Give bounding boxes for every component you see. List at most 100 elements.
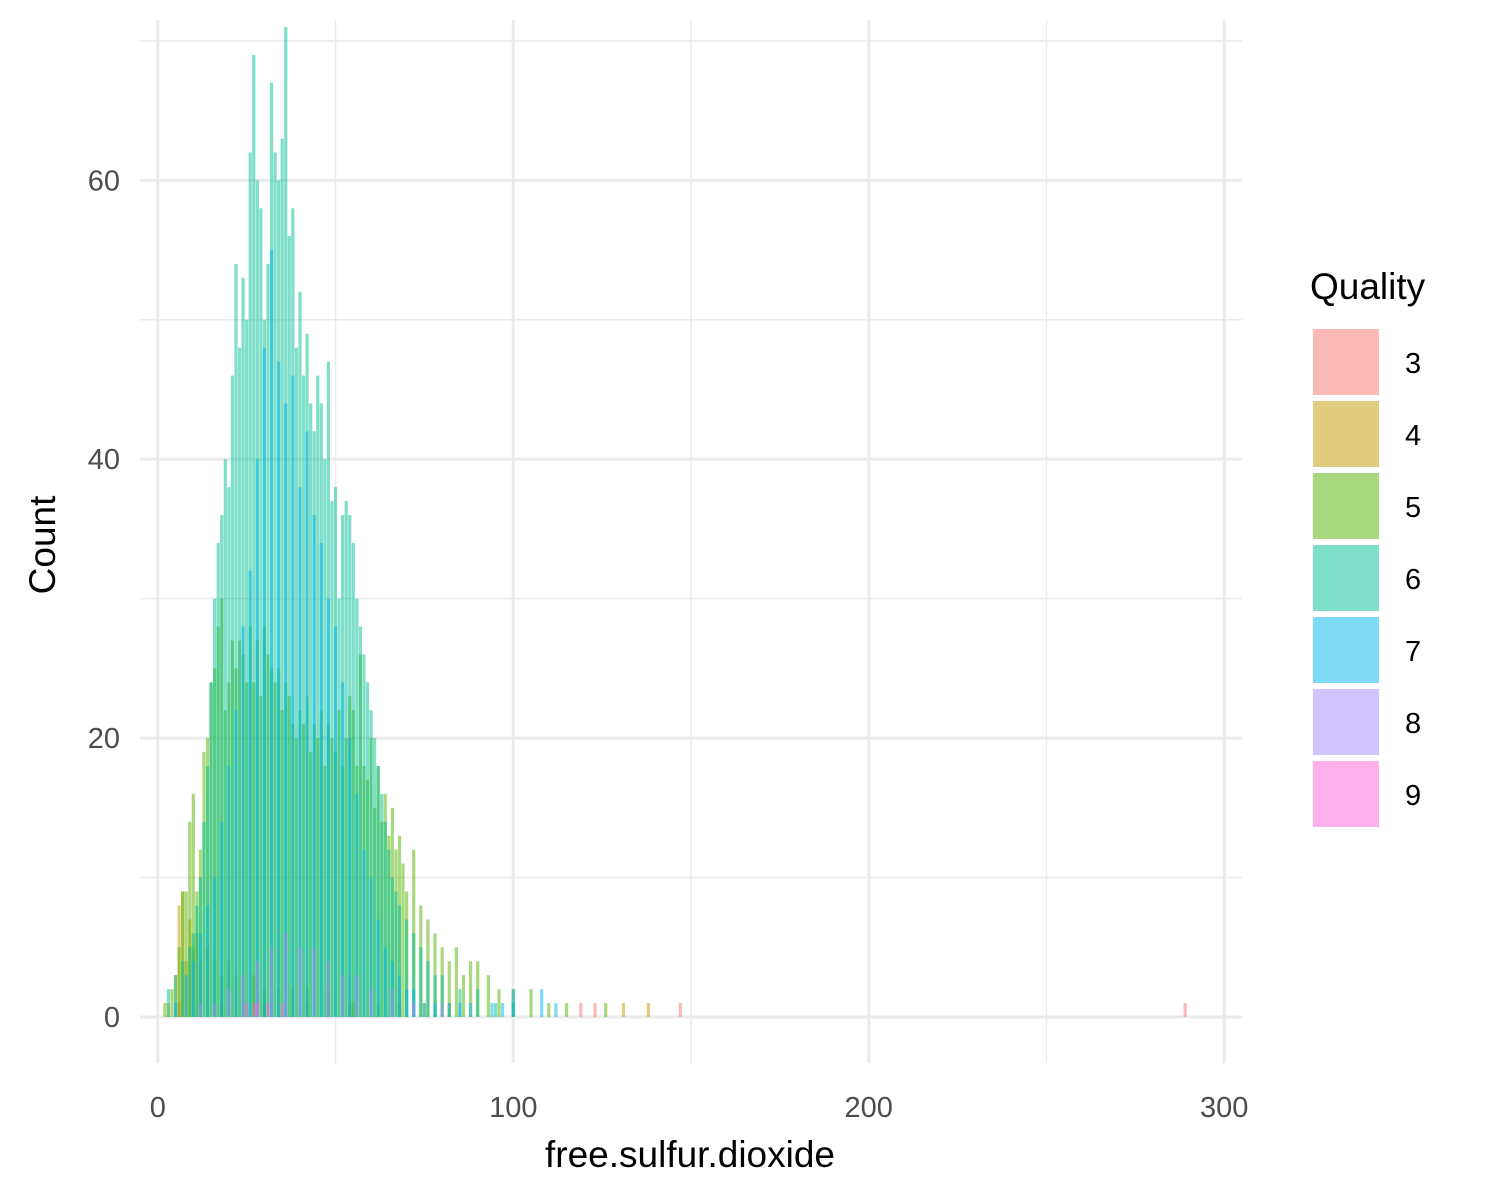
- bar-quality-7: [397, 975, 402, 1017]
- bar-quality-7: [405, 989, 409, 1017]
- bar-quality-5: [469, 961, 473, 1017]
- y-tick-label: 0: [104, 1002, 120, 1034]
- bar-quality-6: [166, 989, 171, 1017]
- bar-quality-8: [213, 1003, 217, 1017]
- bar-quality-9: [266, 1003, 270, 1017]
- bar-quality-5: [497, 989, 501, 1017]
- bar-quality-7: [284, 403, 288, 1017]
- bar-quality-5: [447, 961, 451, 1017]
- bar-quality-7: [490, 1003, 494, 1017]
- bar-quality-9: [252, 1003, 256, 1017]
- bar-quality-6: [412, 933, 416, 1017]
- bar-quality-8: [255, 961, 259, 1017]
- bar-quality-8: [298, 947, 302, 1017]
- bar-quality-5: [529, 989, 533, 1017]
- bar-quality-6: [380, 793, 384, 1017]
- bar-quality-8: [241, 975, 245, 1017]
- bar-quality-7: [198, 933, 203, 1017]
- bar-quality-6: [440, 975, 444, 1017]
- bar-quality-5: [188, 821, 192, 1017]
- bar-quality-6: [309, 403, 313, 1017]
- bar-quality-6: [195, 905, 199, 1017]
- bar-quality-6: [227, 487, 231, 1017]
- bar-quality-5: [604, 1003, 608, 1017]
- bar-quality-6: [330, 501, 334, 1017]
- x-tick-label: 200: [845, 1092, 893, 1124]
- bar-quality-6: [237, 347, 242, 1017]
- bar-quality-7: [213, 877, 217, 1017]
- bar-quality-7: [205, 905, 210, 1017]
- bar-quality-7: [305, 431, 309, 1017]
- bar-quality-6: [419, 947, 423, 1017]
- bar-quality-6: [362, 654, 366, 1017]
- bar-quality-6: [316, 375, 320, 1017]
- bar-quality-6: [188, 947, 192, 1017]
- bar-quality-7: [269, 250, 274, 1017]
- bar-quality-8: [312, 947, 316, 1017]
- bar-quality-6: [476, 989, 480, 1017]
- bar-quality-6: [230, 375, 235, 1017]
- bar-quality-6: [245, 319, 249, 1017]
- bar-quality-8: [326, 961, 331, 1017]
- bar-quality-7: [341, 682, 345, 1017]
- legend-swatch-8: [1313, 689, 1379, 755]
- bar-quality-7: [173, 1003, 178, 1017]
- bar-quality-6: [358, 626, 362, 1017]
- bar-quality-6: [351, 542, 355, 1017]
- bar-quality-5: [177, 947, 181, 1017]
- legend-label-8: 8: [1405, 708, 1421, 740]
- bar-quality-6: [433, 975, 437, 1017]
- bar-quality-5: [181, 891, 185, 1017]
- bar-quality-6: [405, 919, 409, 1017]
- bar-quality-3: [678, 1003, 682, 1017]
- bar-quality-3: [1183, 1003, 1187, 1017]
- bar-quality-5: [401, 863, 405, 1017]
- bar-quality-3: [579, 1003, 583, 1017]
- y-tick-label: 40: [88, 444, 120, 476]
- bar-quality-7: [248, 570, 252, 1017]
- legend-swatch-7: [1313, 617, 1379, 683]
- legend-label-3: 3: [1405, 348, 1421, 380]
- legend-swatch-5: [1313, 473, 1379, 539]
- bar-quality-7: [447, 1003, 451, 1017]
- bar-quality-6: [213, 598, 217, 1017]
- legend-swatch-4: [1313, 401, 1379, 467]
- bar-quality-7: [554, 1003, 558, 1017]
- bar-quality-9: [280, 1003, 284, 1017]
- bar-quality-7: [220, 821, 224, 1017]
- bar-quality-6: [266, 264, 270, 1017]
- bar-quality-5: [547, 1003, 551, 1017]
- legend-label-6: 6: [1405, 564, 1421, 596]
- legend-label-5: 5: [1405, 492, 1421, 524]
- bar-quality-8: [390, 989, 394, 1017]
- bar-quality-6: [323, 459, 327, 1017]
- bar-quality-5: [163, 1003, 167, 1017]
- legend-swatch-6: [1313, 545, 1379, 611]
- bar-quality-7: [469, 1003, 473, 1017]
- bar-quality-6: [259, 208, 263, 1017]
- bar-quality-8: [440, 1003, 444, 1017]
- bar-quality-7: [362, 849, 366, 1017]
- bar-quality-5: [461, 975, 466, 1017]
- bar-quality-7: [333, 626, 338, 1017]
- y-axis-title: Count: [22, 495, 63, 594]
- bars-layer: [163, 26, 1187, 1017]
- bar-quality-7: [433, 1003, 437, 1017]
- legend-label-7: 7: [1405, 636, 1421, 668]
- bar-quality-7: [500, 1003, 505, 1017]
- bar-quality-3: [593, 1003, 597, 1017]
- bar-quality-7: [348, 738, 352, 1017]
- bar-quality-7: [319, 542, 323, 1017]
- bar-quality-9: [255, 1003, 259, 1017]
- bar-quality-5: [184, 891, 188, 1017]
- bar-quality-6: [365, 682, 370, 1017]
- bar-quality-6: [369, 710, 373, 1017]
- bar-quality-8: [412, 1003, 416, 1017]
- y-tick-labels: 0 20 40 60: [88, 165, 120, 1034]
- x-tick-label: 0: [150, 1092, 166, 1124]
- bar-quality-7: [312, 515, 316, 1017]
- bar-quality-6: [273, 152, 277, 1017]
- bar-quality-7: [355, 793, 359, 1017]
- bar-quality-6: [394, 891, 398, 1017]
